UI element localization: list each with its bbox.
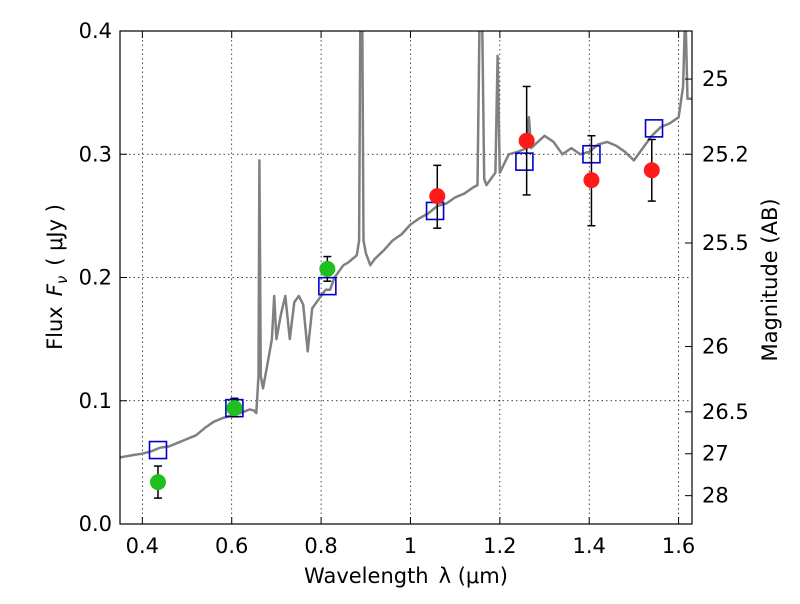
y-axis-label-text: Flux [43, 306, 67, 350]
y-axis-label: Flux Fν ( μJy ) [43, 204, 71, 350]
x-tick-label: 0.6 [215, 534, 248, 558]
nir-data-point [429, 188, 446, 205]
spectrum-line [120, 31, 692, 459]
plot-area [120, 31, 692, 499]
grid [120, 30, 692, 525]
optical-data-point [319, 260, 336, 277]
x-tick-label: 0.4 [126, 534, 159, 558]
model-square-marker [148, 440, 168, 460]
x-tick-label: 1 [404, 534, 417, 558]
optical-data-point [149, 474, 166, 491]
y-tick-label: 0.4 [79, 19, 112, 43]
model-square-marker [515, 152, 534, 171]
y2-tick-label: 26.5 [702, 400, 749, 424]
x-axis-label-symbol: λ (μm) [439, 564, 508, 588]
nir-data-point [518, 132, 535, 149]
x-tick-label: 1.6 [662, 534, 695, 558]
y-tick-label: 0.3 [79, 142, 112, 166]
x-tick-label: 1.4 [573, 534, 606, 558]
y2-tick-label: 25.2 [702, 142, 749, 166]
y2-tick-label: 28 [702, 484, 729, 508]
x-tick-label: 1.2 [483, 534, 516, 558]
y-tick-label: 0.2 [79, 266, 112, 290]
y-tick-label: 0.0 [79, 512, 112, 536]
y2-axis-label: Magnitude (AB) [758, 198, 782, 361]
nir-data-point [643, 162, 660, 179]
nir-data-point [583, 172, 600, 189]
y-axis-label-subscript: ν [53, 276, 71, 284]
y2-tick-label: 27 [702, 442, 729, 466]
y2-tick-label: 25.5 [702, 231, 749, 255]
y-axis-label-unit: ( μJy ) [43, 204, 67, 266]
x-axis-label: Wavelength λ (μm) [304, 564, 508, 588]
optical-data-point [226, 400, 243, 417]
y2-tick-label: 25 [702, 67, 729, 91]
y2-tick-label: 26 [702, 335, 729, 359]
y-axis-label-symbol: F [43, 283, 67, 296]
x-tick-label: 0.8 [304, 534, 337, 558]
model-square-marker [644, 119, 664, 138]
axes: 0.4 0.6 0.8 1 1.2 1.4 1.6 0.0 0.1 0.2 0.3 0.4 25 25.2… [79, 19, 749, 558]
x-axis-label-text: Wavelength [304, 564, 429, 588]
y-tick-label: 0.1 [79, 389, 112, 413]
